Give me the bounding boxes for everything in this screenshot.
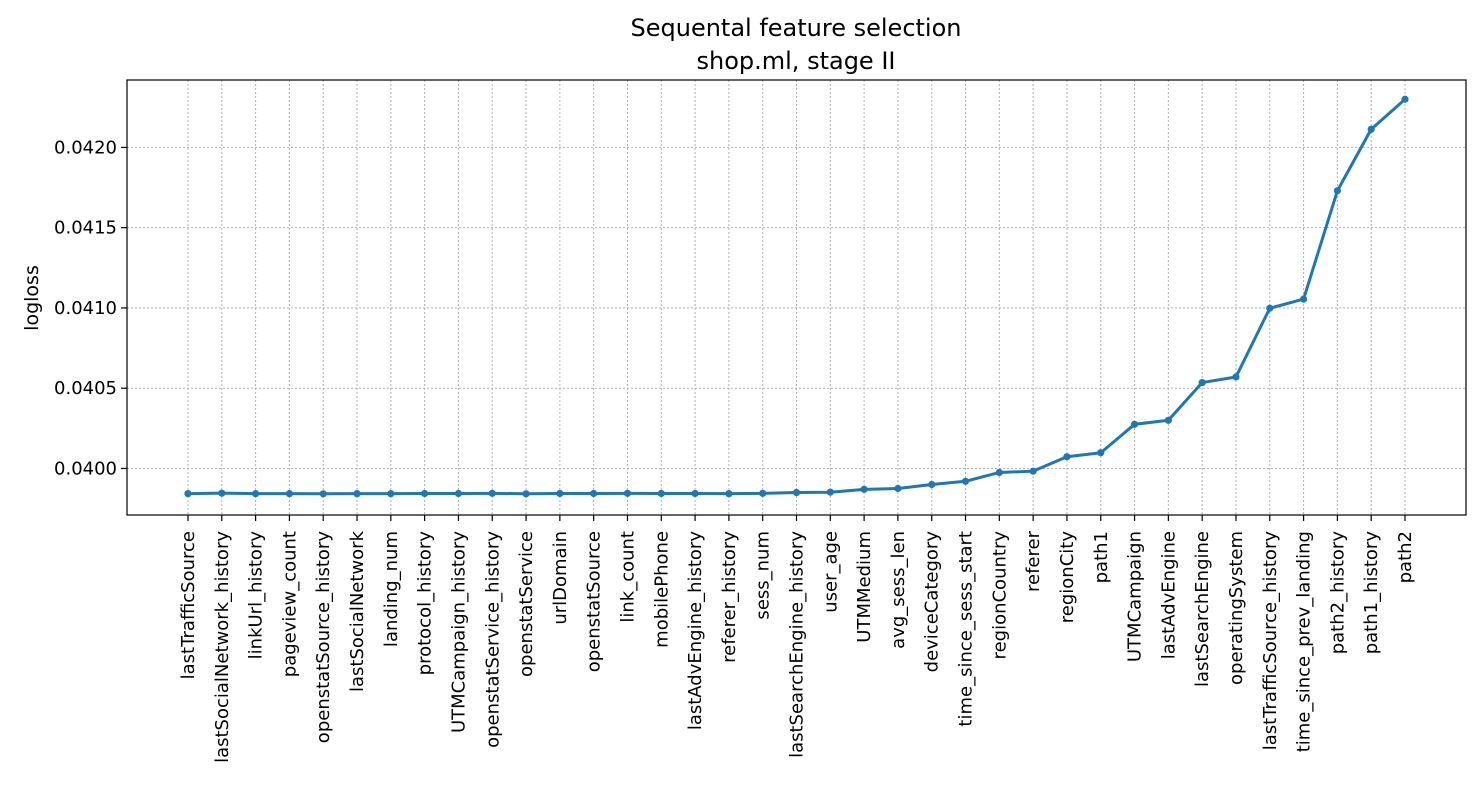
data-point — [421, 490, 428, 497]
y-tick-label: 0.0400 — [54, 458, 117, 479]
y-tick-label: 0.0420 — [54, 137, 117, 158]
x-tick-label: UTMCampaign — [1125, 531, 1146, 662]
x-tick-label: openstatSource — [584, 531, 605, 672]
x-tick-label: path1 — [1091, 531, 1112, 583]
x-tick-label: openstatService_history — [482, 531, 503, 748]
data-point — [894, 485, 901, 492]
data-point — [1334, 187, 1341, 194]
x-tick-label: lastSocialNetwork_history — [212, 531, 233, 763]
data-point — [489, 490, 496, 497]
data-point — [1300, 296, 1307, 303]
y-tick-label: 0.0405 — [54, 378, 117, 399]
data-point — [658, 490, 665, 497]
x-tick-label: lastAdvEngine_history — [685, 531, 706, 730]
x-tick-label: regionCountry — [989, 531, 1010, 660]
x-tick-label: lastAdvEngine — [1158, 531, 1179, 659]
data-point — [1368, 126, 1375, 133]
data-point — [184, 490, 191, 497]
x-tick-label: user_age — [820, 531, 841, 613]
y-axis: 0.0400 0.0405 0.0410 0.0415 0.0420 — [54, 137, 127, 479]
grid-layer — [127, 80, 1466, 515]
data-point — [861, 486, 868, 493]
data-point — [353, 490, 360, 497]
x-tick-label: openstatService — [516, 531, 537, 677]
x-tick-label: lastTrafficSource_history — [1260, 531, 1281, 751]
x-tick-label: UTMMedium — [854, 531, 875, 643]
data-point — [996, 469, 1003, 476]
data-point — [590, 490, 597, 497]
x-tick-label: path1_history — [1361, 531, 1382, 655]
data-point — [1097, 449, 1104, 456]
x-tick-label: urlDomain — [550, 531, 571, 625]
x-tick-label: protocol_history — [415, 531, 436, 676]
data-point — [556, 490, 563, 497]
data-point — [286, 490, 293, 497]
data-point — [1165, 417, 1172, 424]
data-point — [455, 490, 462, 497]
x-tick-label: referer — [1023, 530, 1044, 592]
x-tick-label: lastSearchEngine — [1192, 531, 1213, 687]
x-tick-label: mobilePhone — [651, 531, 672, 648]
x-tick-label: lastTrafficSource — [178, 531, 199, 679]
x-tick-label: operatingSystem — [1226, 531, 1247, 685]
x-tick-label: time_since_prev_landing — [1294, 531, 1315, 752]
x-tick-label: openstatSource_history — [313, 531, 334, 744]
data-point — [827, 489, 834, 496]
data-point — [1063, 453, 1070, 460]
x-tick-label: sess_num — [753, 531, 774, 620]
data-point — [522, 490, 529, 497]
data-point — [962, 478, 969, 485]
data-point — [1401, 96, 1408, 103]
data-point — [691, 490, 698, 497]
x-tick-label: avg_sess_len — [888, 531, 909, 649]
y-tick-label: 0.0415 — [54, 218, 117, 239]
x-axis: lastTrafficSource lastSocialNetwork_histo… — [178, 515, 1416, 763]
x-tick-label: linkUrl_history — [246, 531, 267, 660]
data-point — [1131, 421, 1138, 428]
x-tick-label: pageview_count — [279, 531, 300, 677]
data-point — [1199, 379, 1206, 386]
data-point — [1030, 468, 1037, 475]
data-point — [928, 481, 935, 488]
data-point — [624, 490, 631, 497]
y-tick-label: 0.0410 — [54, 298, 117, 319]
data-point — [725, 490, 732, 497]
x-tick-label: lastSearchEngine_history — [787, 531, 808, 758]
x-tick-label: deviceCategory — [922, 531, 943, 673]
data-point — [218, 490, 225, 497]
data-point — [759, 490, 766, 497]
x-tick-label: regionCity — [1057, 531, 1078, 624]
chart-subtitle: shop.ml, stage II — [697, 47, 896, 75]
y-axis-label: logloss — [21, 265, 43, 331]
x-tick-label: landing_num — [381, 531, 402, 647]
data-point — [387, 490, 394, 497]
data-point — [1266, 305, 1273, 312]
x-tick-label: link_count — [617, 531, 638, 623]
x-tick-label: path2 — [1395, 531, 1416, 583]
x-tick-label: path2_history — [1327, 531, 1348, 655]
data-point — [320, 490, 327, 497]
data-point — [793, 489, 800, 496]
data-point — [1232, 373, 1239, 380]
x-tick-label: lastSocialNetwork — [347, 530, 368, 692]
x-tick-label: referer_history — [719, 531, 740, 663]
chart-title: Sequental feature selection — [631, 14, 962, 42]
data-point — [252, 490, 259, 497]
x-tick-label: UTMCampaign_history — [448, 531, 469, 733]
x-tick-label: time_since_sess_start — [956, 531, 977, 727]
